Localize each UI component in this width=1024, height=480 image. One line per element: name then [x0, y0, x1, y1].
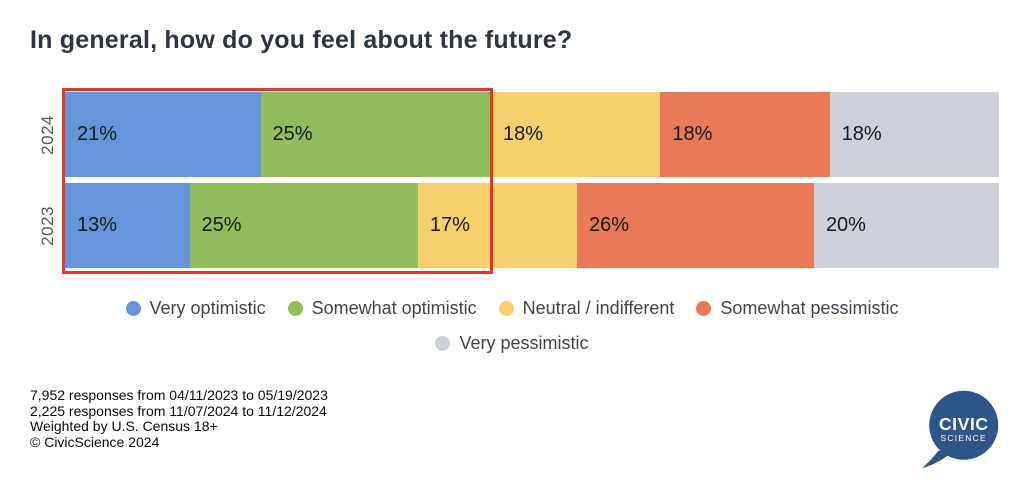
- legend-dot-icon: [696, 301, 712, 316]
- legend-dot-icon: [498, 301, 514, 316]
- bar-rows: 2024 21% 25% 18% 18% 18% 2023 13% 25% 17% 26% 20%: [30, 92, 999, 268]
- segment-2024-very-pessimistic: 18%: [829, 92, 999, 177]
- segment-2024-neutral-indifferent: 18%: [491, 92, 661, 177]
- legend-label: Very optimistic: [149, 298, 266, 318]
- legend-item-very-optimistic: Very optimistic: [125, 298, 266, 319]
- segment-2023-somewhat-pessimistic: 26%: [576, 183, 814, 268]
- segment-2023-very-pessimistic: 20%: [813, 183, 999, 268]
- footnote-line: Weighted by U.S. Census 18+: [30, 418, 218, 434]
- footnotes: 7,952 responses from 04/11/2023 to 05/19…: [30, 387, 328, 450]
- legend-item-neutral-indifferent: Neutral / indifferent: [498, 298, 675, 319]
- segment-2023-neutral-indifferent: 17%: [417, 183, 577, 268]
- footnote-line: © CivicScience 2024: [30, 433, 160, 450]
- legend-item-somewhat-optimistic: Somewhat optimistic: [287, 298, 477, 319]
- legend-label: Somewhat optimistic: [311, 298, 477, 318]
- logo-text-civic: CIVIC: [939, 414, 989, 434]
- legend: Very optimistic Somewhat optimistic Neutra…: [0, 298, 1024, 354]
- stacked-bar-chart: 2024 21% 25% 18% 18% 18% 2023 13% 25% 17% 26% 20%: [30, 88, 999, 274]
- bar-row-2023: 2023 13% 25% 17% 26% 20%: [30, 183, 999, 268]
- segment-2024-very-optimistic: 21%: [65, 92, 261, 177]
- footnote-line: 7,952 responses from 04/11/2023 to 05/19…: [30, 387, 328, 403]
- segment-2024-somewhat-optimistic: 25%: [260, 92, 492, 177]
- speech-bubble-logo: CIVIC SCIENCE: [921, 390, 999, 469]
- legend-dot-icon: [287, 301, 303, 316]
- segment-2024-somewhat-pessimistic: 18%: [660, 92, 830, 177]
- legend-dot-icon: [125, 301, 141, 316]
- legend-row: Very pessimistic: [0, 333, 1024, 354]
- footnote-line: 2,225 responses from 11/07/2024 to 11/12…: [30, 402, 327, 419]
- legend-label: Somewhat pessimistic: [720, 298, 899, 318]
- legend-item-very-pessimistic: Very pessimistic: [435, 333, 589, 354]
- legend-label: Neutral / indifferent: [522, 298, 675, 318]
- y-axis-label-text: 2023: [37, 205, 57, 246]
- legend-dot-icon: [435, 336, 451, 351]
- civicscience-logo: CIVIC SCIENCE: [918, 387, 1002, 471]
- y-axis-label-2024: 2024: [30, 92, 65, 177]
- legend-item-somewhat-pessimistic: Somewhat pessimistic: [696, 298, 898, 319]
- y-axis-label-2023: 2023: [30, 183, 65, 268]
- logo-bubble-circle: [929, 390, 999, 460]
- segment-2023-very-optimistic: 13%: [65, 183, 190, 268]
- chart-title: In general, how do you feel about the fu…: [30, 26, 573, 54]
- legend-label: Very pessimistic: [459, 333, 589, 353]
- logo-text-science: SCIENCE: [941, 433, 987, 443]
- legend-row: Very optimistic Somewhat optimistic Neutra…: [0, 298, 1024, 319]
- segment-2023-somewhat-optimistic: 25%: [189, 183, 418, 268]
- stacked-bar-2023: 13% 25% 17% 26% 20%: [65, 183, 999, 268]
- bar-row-2024: 2024 21% 25% 18% 18% 18%: [30, 92, 999, 177]
- logo-bubble-tail: [921, 450, 951, 469]
- y-axis-label-text: 2024: [37, 114, 57, 155]
- stacked-bar-2024: 21% 25% 18% 18% 18%: [65, 92, 999, 177]
